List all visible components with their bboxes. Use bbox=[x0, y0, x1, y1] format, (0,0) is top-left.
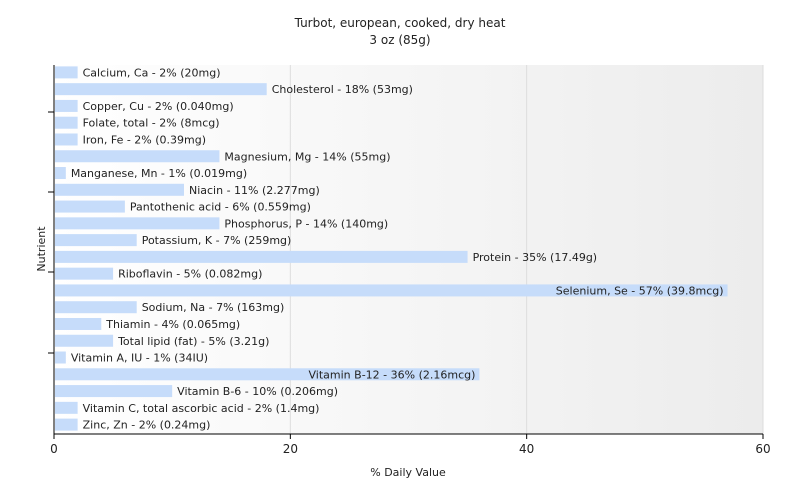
bar-label-21: Zinc, Zn - 2% (0.24mg) bbox=[83, 419, 211, 432]
bar-label-0: Calcium, Ca - 2% (20mg) bbox=[83, 66, 221, 79]
x-axis-label: % Daily Value bbox=[370, 466, 446, 479]
bar-5 bbox=[55, 150, 220, 163]
bar-label-8: Pantothenic acid - 6% (0.559mg) bbox=[130, 201, 311, 214]
bar-10 bbox=[55, 234, 137, 247]
bar-label-7: Niacin - 11% (2.277mg) bbox=[189, 184, 320, 197]
bar-14 bbox=[55, 301, 137, 314]
bar-4 bbox=[55, 133, 78, 146]
bar-label-11: Protein - 35% (17.49g) bbox=[473, 251, 598, 264]
x-tick-label-1: 20 bbox=[283, 442, 298, 456]
chart-subtitle: 3 oz (85g) bbox=[369, 33, 430, 47]
bar-label-4: Iron, Fe - 2% (0.39mg) bbox=[83, 133, 206, 146]
x-tick-label-2: 40 bbox=[519, 442, 534, 456]
bar-9 bbox=[55, 217, 220, 230]
y-axis-label: Nutrient bbox=[35, 226, 48, 272]
bar-18 bbox=[55, 368, 480, 381]
bar-8 bbox=[55, 200, 125, 213]
bar-label-9: Phosphorus, P - 14% (140mg) bbox=[224, 217, 388, 230]
bar-17 bbox=[55, 351, 66, 364]
bar-13 bbox=[55, 284, 728, 297]
bar-6 bbox=[55, 167, 66, 180]
bar-label-1: Cholesterol - 18% (53mg) bbox=[272, 83, 413, 96]
chart-title: Turbot, european, cooked, dry heat bbox=[294, 16, 506, 30]
axes: 0 20 40 60 bbox=[48, 65, 771, 456]
bar-label-2: Copper, Cu - 2% (0.040mg) bbox=[83, 100, 234, 113]
bar-label-16: Total lipid (fat) - 5% (3.21g) bbox=[117, 335, 269, 348]
bar-label-5: Magnesium, Mg - 14% (55mg) bbox=[224, 150, 390, 163]
x-tick-label-0: 0 bbox=[50, 442, 58, 456]
bar-label-18: Vitamin B-12 - 36% (2.16mcg) bbox=[309, 368, 476, 381]
bar-label-10: Potassium, K - 7% (259mg) bbox=[142, 234, 292, 247]
x-tick-label-3: 60 bbox=[755, 442, 770, 456]
bar-label-19: Vitamin B-6 - 10% (0.206mg) bbox=[177, 385, 338, 398]
bar-12 bbox=[55, 267, 114, 280]
bar-19 bbox=[55, 385, 173, 398]
bar-label-15: Thiamin - 4% (0.065mg) bbox=[105, 318, 240, 331]
bar-3 bbox=[55, 116, 78, 129]
bar-21 bbox=[55, 418, 78, 431]
bar-label-6: Manganese, Mn - 1% (0.019mg) bbox=[71, 167, 247, 180]
bar-7 bbox=[55, 183, 184, 196]
bar-11 bbox=[55, 250, 468, 263]
bar-0 bbox=[55, 66, 78, 79]
bar-2 bbox=[55, 99, 78, 112]
bar-label-14: Sodium, Na - 7% (163mg) bbox=[142, 301, 285, 314]
bar-label-13: Selenium, Se - 57% (39.8mcg) bbox=[556, 284, 724, 297]
bar-16 bbox=[55, 334, 114, 347]
bar-label-3: Folate, total - 2% (8mcg) bbox=[83, 117, 220, 130]
bar-20 bbox=[55, 401, 78, 414]
bar-15 bbox=[55, 317, 102, 330]
bars: Calcium, Ca - 2% (20mg) Cholesterol - 18%… bbox=[55, 66, 728, 432]
bar-1 bbox=[55, 83, 267, 96]
bar-label-20: Vitamin C, total ascorbic acid - 2% (1.4… bbox=[83, 402, 320, 415]
bar-label-17: Vitamin A, IU - 1% (34IU) bbox=[71, 352, 208, 365]
bar-label-12: Riboflavin - 5% (0.082mg) bbox=[118, 268, 262, 281]
